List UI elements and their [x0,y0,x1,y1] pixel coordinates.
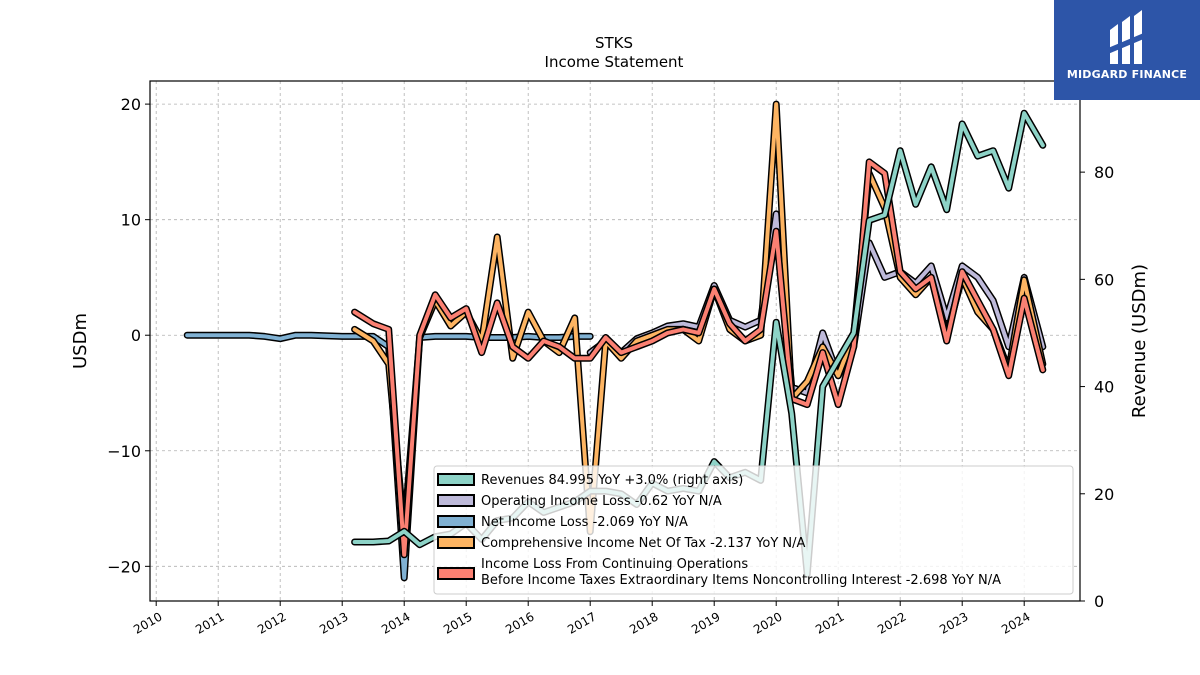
legend-swatch-comprehensive-income [437,536,475,549]
y-tick-label-right: 0 [1094,592,1104,611]
y-tick-label-right: 20 [1094,485,1114,504]
y-axis-label-left: USDm [70,313,91,369]
legend-swatch-operating-income [437,494,475,507]
y-tick-label-left: 0 [131,326,141,345]
logo-text: MIDGARD FINANCE [1066,68,1188,81]
legend-label-comprehensive-income: Comprehensive Income Net Of Tax -2.137 Y… [481,536,806,551]
legend-swatch-revenues [437,473,475,486]
y-tick-label-right: 40 [1094,378,1114,397]
legend-box [433,465,1074,595]
legend-label-income-continuing-ops-line2: Before Income Taxes Extraordinary Items … [481,573,1001,588]
legend-swatch-net-income [437,515,475,528]
legend-swatch-income-continuing-ops [437,567,475,580]
series-line-income-loss-from-continuing-operations-b [352,159,1045,557]
chart-title: STKS [595,34,633,52]
y-tick-label-right: 60 [1094,270,1114,289]
plot-frame [149,80,1081,602]
legend-label-net-income: Net Income Loss -2.069 YoY N/A [481,515,688,530]
legend-label-operating-income: Operating Income Loss -0.62 YoY N/A [481,494,722,509]
y-tick-label-right: 80 [1094,163,1114,182]
y-tick-label-left: −10 [107,442,141,461]
legend: Revenues 84.995 YoY +3.0% (right axis) O… [433,465,1074,595]
legend-label-income-continuing-ops-line1: Income Loss From Continuing Operations [481,557,748,572]
y-tick-label-left: 10 [121,211,141,230]
y-tick-label-left: 20 [121,95,141,114]
legend-label-revenues: Revenues 84.995 YoY +3.0% (right axis) [481,473,743,488]
y-axis-label-right: Revenue (USDm) [1129,264,1150,418]
chart-subtitle: Income Statement [545,53,684,71]
y-tick-label-left: −20 [107,557,141,576]
midgard-finance-logo: MIDGARD FINANCE [1054,0,1200,100]
midgard-logo-icon [1108,10,1146,64]
